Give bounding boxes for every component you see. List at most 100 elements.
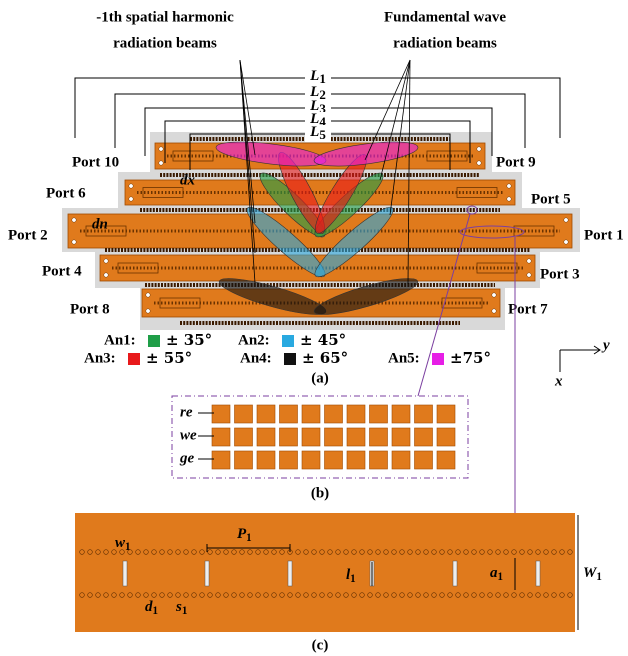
length-label-symbol: L <box>309 68 319 84</box>
unit-cell <box>392 405 410 423</box>
length-label-symbol: L <box>309 124 319 140</box>
heading: radiation beams <box>113 35 217 51</box>
unit-cell <box>437 405 455 423</box>
cell-label: we <box>180 427 197 443</box>
port-label: Port 3 <box>540 266 580 282</box>
slot <box>288 561 292 586</box>
via <box>104 273 108 277</box>
caption: (a) <box>311 370 329 386</box>
port-label: Port 8 <box>70 301 110 317</box>
unit-cell <box>325 405 343 423</box>
slot <box>205 561 209 586</box>
unit-cell <box>415 451 433 469</box>
unit-cell <box>302 451 320 469</box>
heading: -1th spatial harmonic <box>96 9 234 25</box>
axis-arrow <box>560 346 600 372</box>
slot <box>123 561 127 586</box>
legend-name: An2: <box>238 332 270 348</box>
port-label: Port 4 <box>42 263 82 279</box>
length-label: L5 <box>309 124 326 142</box>
via <box>507 197 511 201</box>
via <box>492 293 496 297</box>
unit-cell <box>212 451 230 469</box>
unit-cell <box>370 451 388 469</box>
legend-angle: ± 35° <box>166 331 212 349</box>
unit-cell <box>257 405 275 423</box>
axis-label: y <box>601 337 610 353</box>
via <box>146 309 150 313</box>
heading: Fundamental wave <box>384 9 506 25</box>
dimension-label-subscript: 1 <box>246 532 252 544</box>
legend-name: An3: <box>84 350 116 366</box>
length-label-subscript: 1 <box>319 71 326 86</box>
via <box>527 273 531 277</box>
unit-cell <box>235 428 253 446</box>
dimension-label: W1 <box>583 565 602 582</box>
unit-cell <box>392 451 410 469</box>
unit-cell <box>280 428 298 446</box>
dimension-label-subscript: 1 <box>350 573 356 585</box>
unit-cell <box>347 451 365 469</box>
unit-cell <box>257 451 275 469</box>
port-label: Port 9 <box>496 154 536 170</box>
port-label: Port 2 <box>8 227 48 243</box>
legend-angle: ±75° <box>450 349 491 367</box>
cell-label: re <box>180 404 193 420</box>
dimension-label-subscript: 1 <box>596 571 602 583</box>
slot <box>453 561 457 586</box>
port-label: Port 5 <box>531 191 571 207</box>
spacing-label: dn <box>92 216 108 232</box>
legend-name: An1: <box>104 332 136 348</box>
unit-cell <box>392 428 410 446</box>
legend-swatch <box>284 353 296 365</box>
unit-cell <box>235 451 253 469</box>
port-label: Port 10 <box>72 154 119 170</box>
unit-cell <box>370 428 388 446</box>
legend-swatch <box>282 335 294 347</box>
spacing-label: dx <box>180 172 196 188</box>
legend-swatch <box>128 353 140 365</box>
dimension-label-subscript: 1 <box>182 605 188 617</box>
length-label: L1 <box>309 68 326 86</box>
unit-cell <box>235 405 253 423</box>
legend-name: An4: <box>240 350 272 366</box>
via <box>159 161 163 165</box>
unit-cell <box>437 428 455 446</box>
via <box>492 309 496 313</box>
unit-cell <box>325 451 343 469</box>
via <box>72 218 76 222</box>
unit-cell <box>212 428 230 446</box>
unit-cell <box>415 405 433 423</box>
unit-cell <box>415 428 433 446</box>
cell-label: ge <box>179 450 195 466</box>
port-label: Port 1 <box>584 227 624 243</box>
legend-swatch <box>148 335 160 347</box>
via <box>477 147 481 151</box>
heading: radiation beams <box>393 35 497 51</box>
port-label: Port 6 <box>46 185 86 201</box>
dimension-label-subscript: 1 <box>153 605 159 617</box>
unit-cell <box>437 451 455 469</box>
caption: (c) <box>312 637 329 653</box>
unit-cell <box>212 405 230 423</box>
legend-angle: ± 55° <box>146 349 192 367</box>
unit-cell <box>325 428 343 446</box>
via <box>507 184 511 188</box>
via <box>564 240 568 244</box>
via <box>104 259 108 263</box>
slot <box>536 561 540 586</box>
via <box>527 259 531 263</box>
unit-cell <box>302 428 320 446</box>
via <box>159 147 163 151</box>
unit-cell <box>302 405 320 423</box>
via <box>72 240 76 244</box>
unit-cell <box>280 405 298 423</box>
legend-swatch <box>432 353 444 365</box>
unit-cell <box>257 428 275 446</box>
unit-cell <box>347 405 365 423</box>
via <box>146 293 150 297</box>
via <box>129 184 133 188</box>
legend-name: An5: <box>388 350 420 366</box>
via <box>129 197 133 201</box>
figure: -1th spatial harmonic radiation beams Fund… <box>0 0 628 656</box>
